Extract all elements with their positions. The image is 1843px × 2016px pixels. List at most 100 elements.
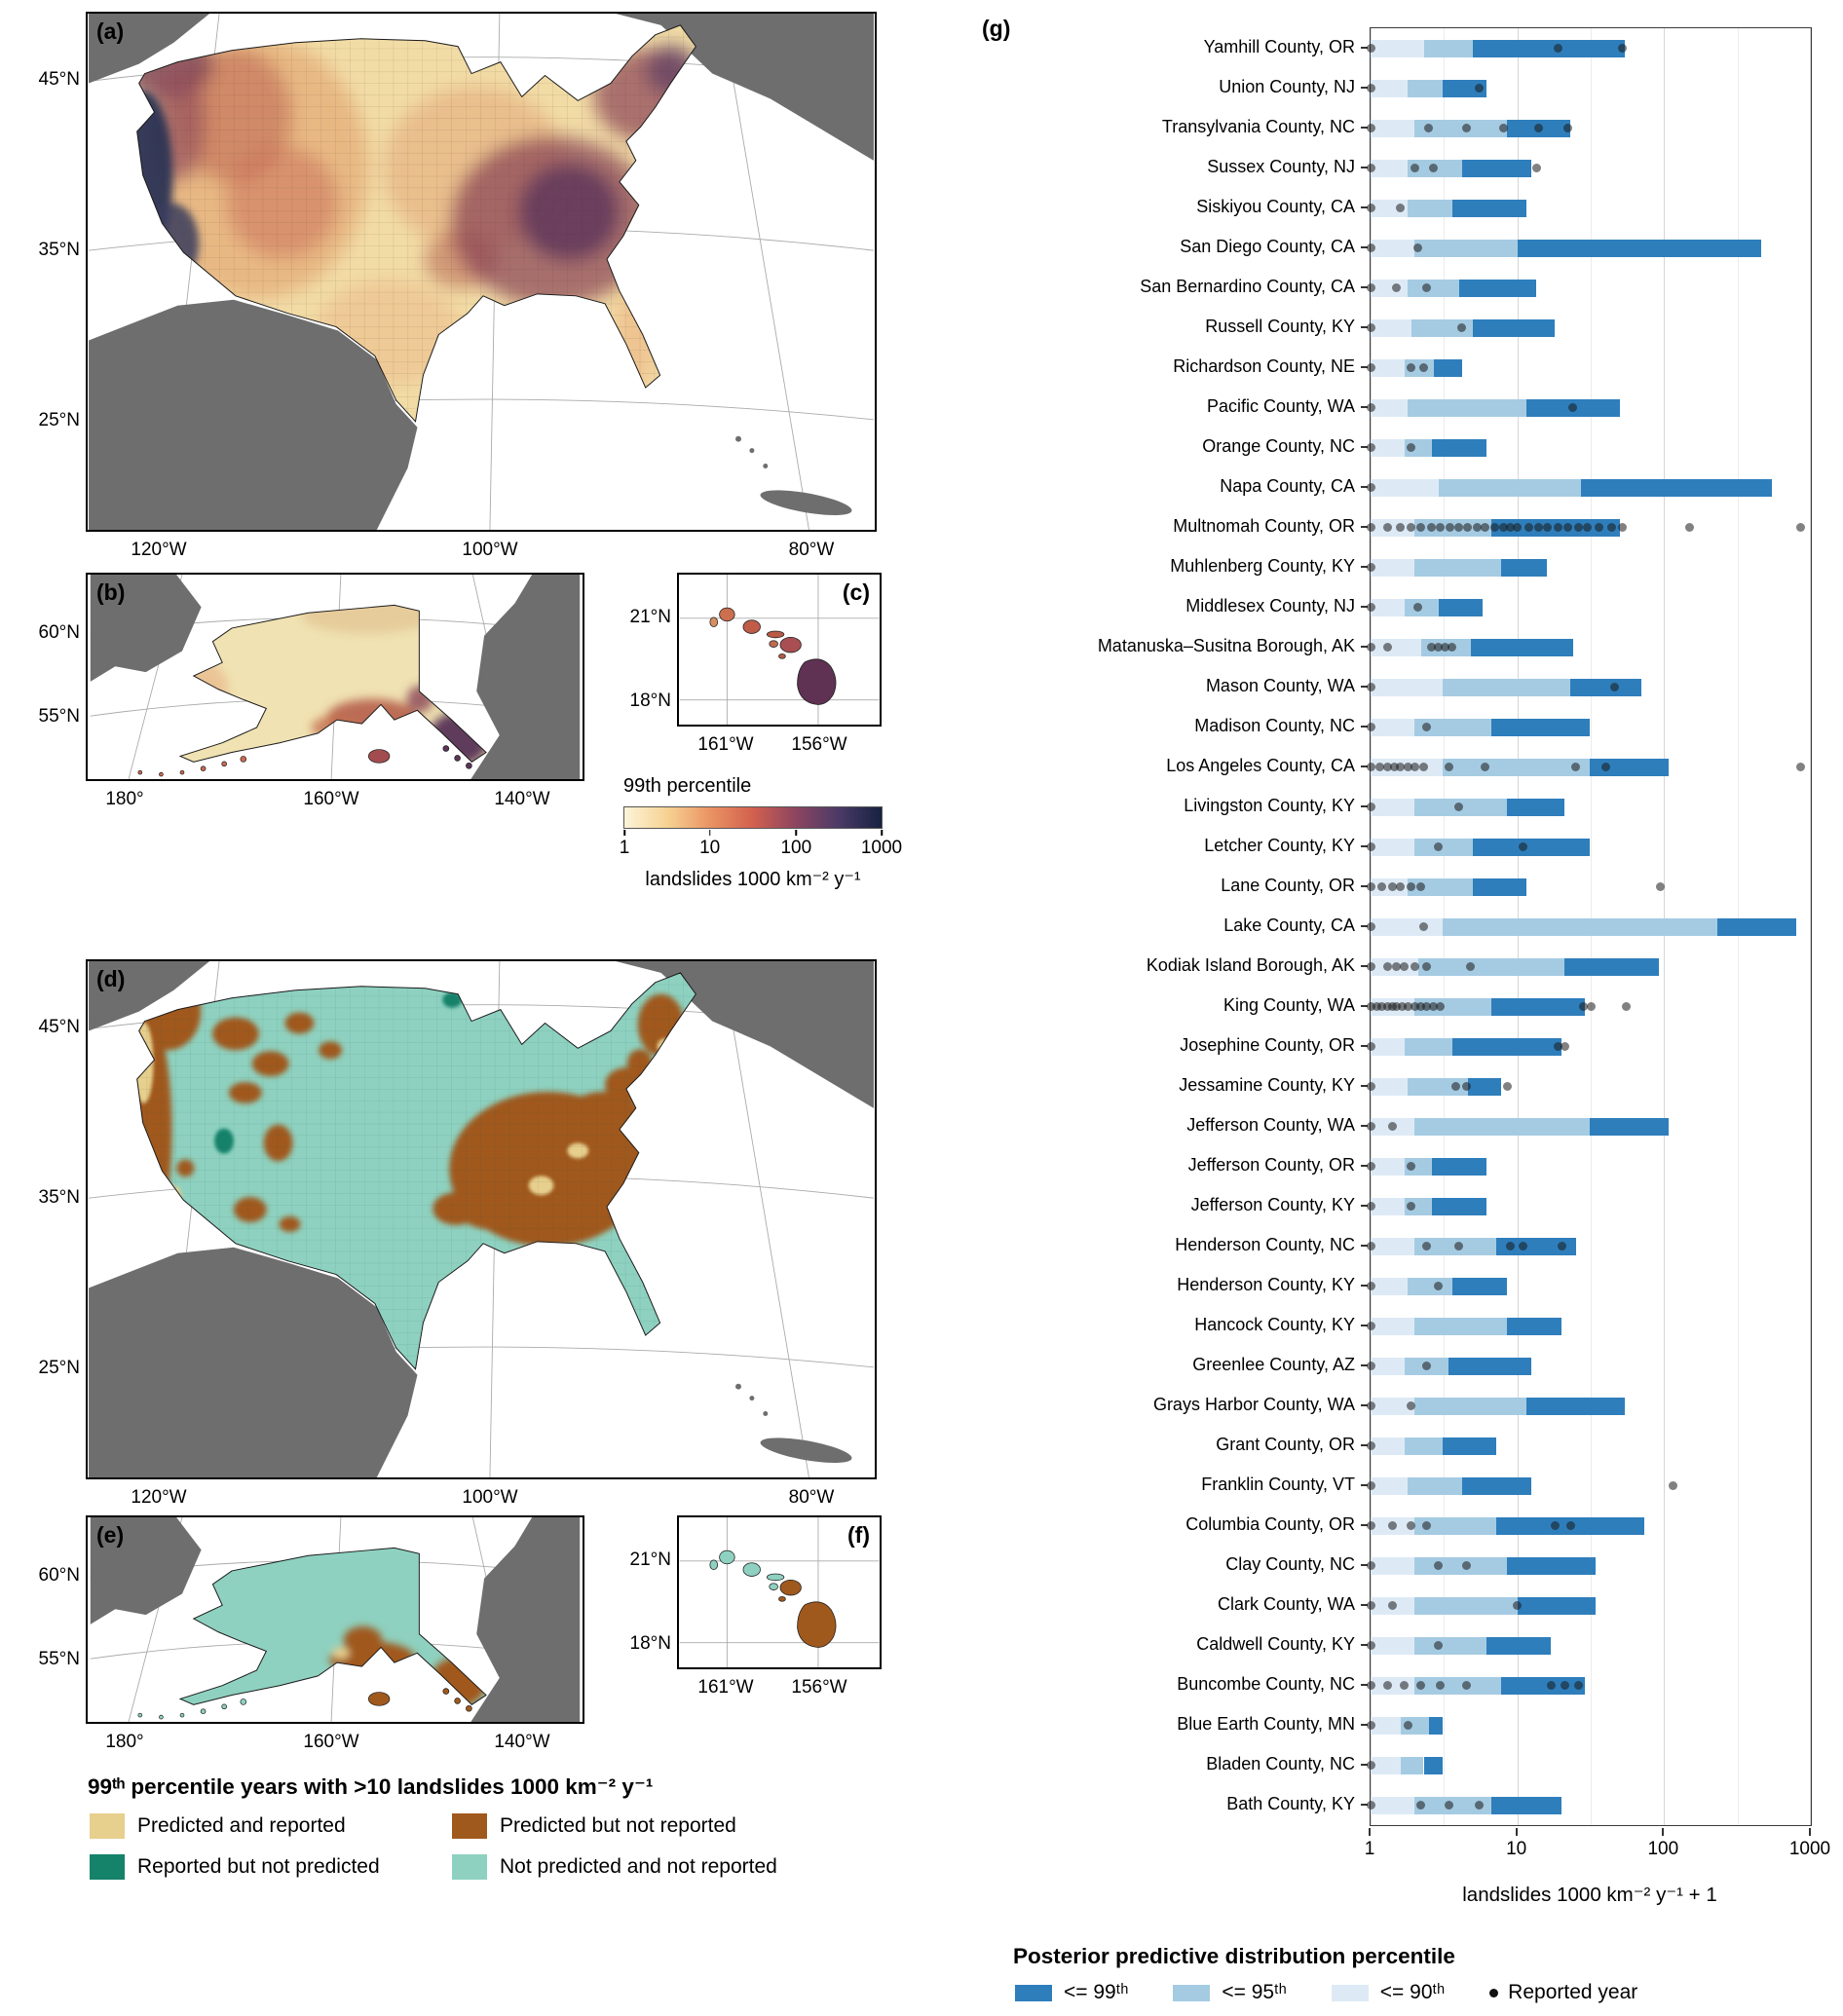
reported-year-dot [1448,643,1457,652]
reported-year-dot [1366,1282,1375,1290]
hawaii-islands [709,607,837,705]
county-label: Sussex County, NJ [986,147,1368,187]
lat-tick: 55°N [38,706,80,727]
y-tick-mark [1361,1124,1368,1127]
lat-tick: 21°N [629,607,671,627]
reported-year-dot [1366,1362,1375,1370]
bar-segment-le90 [1371,1237,1415,1255]
bar-segment-le99 [1451,1277,1508,1295]
y-tick-mark [1361,126,1368,129]
bar-segment-le95 [1414,838,1474,856]
reported-year-dot [1429,1002,1439,1011]
reported-year-dot [1366,803,1375,811]
reported-year-dot [1557,1242,1566,1251]
bar-segment-le95 [1414,239,1518,257]
legend-label: Reported year [1508,1981,1638,2003]
county-label: Napa County, CA [986,467,1368,506]
bar-segment-le95 [1400,1756,1424,1774]
county-label: Transylvania County, NC [986,107,1368,147]
panel-label-c: (c) [842,579,870,605]
reported-year-dot [1366,603,1375,612]
reported-year-dot [1421,1362,1431,1370]
reported-year-dot [1366,1122,1375,1131]
reported-year-dot [1618,523,1628,532]
reported-year-dot [1407,443,1416,452]
chart-legend-items: <= 99ᵗʰ <= 95ᵗʰ <= 90ᵗʰ Reported year [1015,1981,1637,2004]
reported-year-dot [1568,403,1578,412]
bar-segment-le90 [1371,478,1439,497]
y-tick-mark [1361,685,1368,688]
lat-tick: 35°N [38,1187,80,1208]
bar-segment-le90 [1371,1476,1409,1495]
reported-year-dot [1372,1002,1381,1011]
reported-year-dot [1419,763,1428,771]
bar-segment-le90 [1371,79,1409,97]
reported-year-dot [1382,962,1392,971]
reported-year-dot [1519,842,1528,851]
reported-year-dot [1427,643,1437,652]
county-label: Jefferson County, OR [986,1145,1368,1185]
bar-segment-le95 [1408,79,1444,97]
county-label: Union County, NJ [986,67,1368,107]
reported-year-dot [1542,523,1552,532]
bar-segment-le90 [1371,1357,1405,1375]
reported-year-dot [1407,1401,1416,1410]
reported-year-dot [1403,763,1412,771]
y-tick-mark [1361,765,1368,767]
y-tick-mark [1361,804,1368,807]
reported-year-dot [1466,962,1476,971]
reported-year-dot [1366,164,1375,172]
county-label: Siskiyou County, CA [986,187,1368,227]
colorbar: 99th percentile 1 10 100 1000 landslides… [620,775,902,898]
chart-legend-title: Posterior predictive distribution percen… [1013,1944,1455,1968]
y-tick-mark [1361,1244,1368,1247]
bar-segment-le90 [1371,1197,1405,1215]
reported-year-dot [1554,44,1563,53]
bar-segment-le99 [1470,638,1573,656]
panel-label-b: (b) [96,579,126,605]
bar-segment-le90 [1371,438,1405,457]
reported-year-dot [1421,1002,1431,1011]
bar-segment-le99 [1580,478,1772,497]
legend-swatch [90,1854,125,1880]
bar-segment-le95 [1417,957,1565,976]
y-tick-mark [1361,1284,1368,1287]
reported-year-dot [1416,523,1426,532]
reported-year-dot [1578,1002,1588,1011]
bar-segment-le90 [1371,1037,1405,1056]
reported-year-dot [1377,1002,1387,1011]
county-label: Pacific County, WA [986,387,1368,427]
reported-year-dot [1392,962,1402,971]
reported-year-dot [1583,523,1593,532]
colorbar-tick-label: 100 [780,838,812,858]
reported-year-dot [1366,44,1375,53]
map-alaska-categorical: (e) [86,1515,584,1724]
lon-tick: 161°W [697,1677,754,1698]
reported-year-dot [1387,882,1397,891]
county-label: Livingston County, KY [986,786,1368,826]
bar-segment-le99 [1443,1437,1497,1455]
reported-year-dot [1366,962,1375,971]
bar-segment-le95 [1414,1596,1518,1615]
reported-year-dot [1387,1601,1397,1610]
reported-year-dot [1668,1481,1677,1490]
bar-segment-le95 [1408,279,1459,297]
reported-year-dot [1407,523,1416,532]
reported-year-dot [1366,1481,1375,1490]
reported-year-dot [1429,164,1439,172]
bar-segment-le99 [1491,997,1586,1016]
lon-tick: 140°W [494,789,550,809]
colorbar-unit: landslides 1000 km⁻² y⁻¹ [645,869,861,890]
reported-year-dot [1398,1002,1408,1011]
bar-segment-le90 [1371,279,1409,297]
y-tick-mark [1361,166,1368,168]
reported-year-dot [1366,1521,1375,1530]
county-label: Henderson County, KY [986,1265,1368,1305]
bar-segment-le90 [1371,1756,1401,1774]
lon-tick: 80°W [788,540,835,560]
reported-year-dot [1400,962,1410,971]
legend-swatch [1015,1984,1052,2001]
chart-legend-item: <= 95ᵗʰ [1173,1981,1287,2004]
y-tick-mark [1361,645,1368,648]
reported-year-dot [1392,1002,1402,1011]
